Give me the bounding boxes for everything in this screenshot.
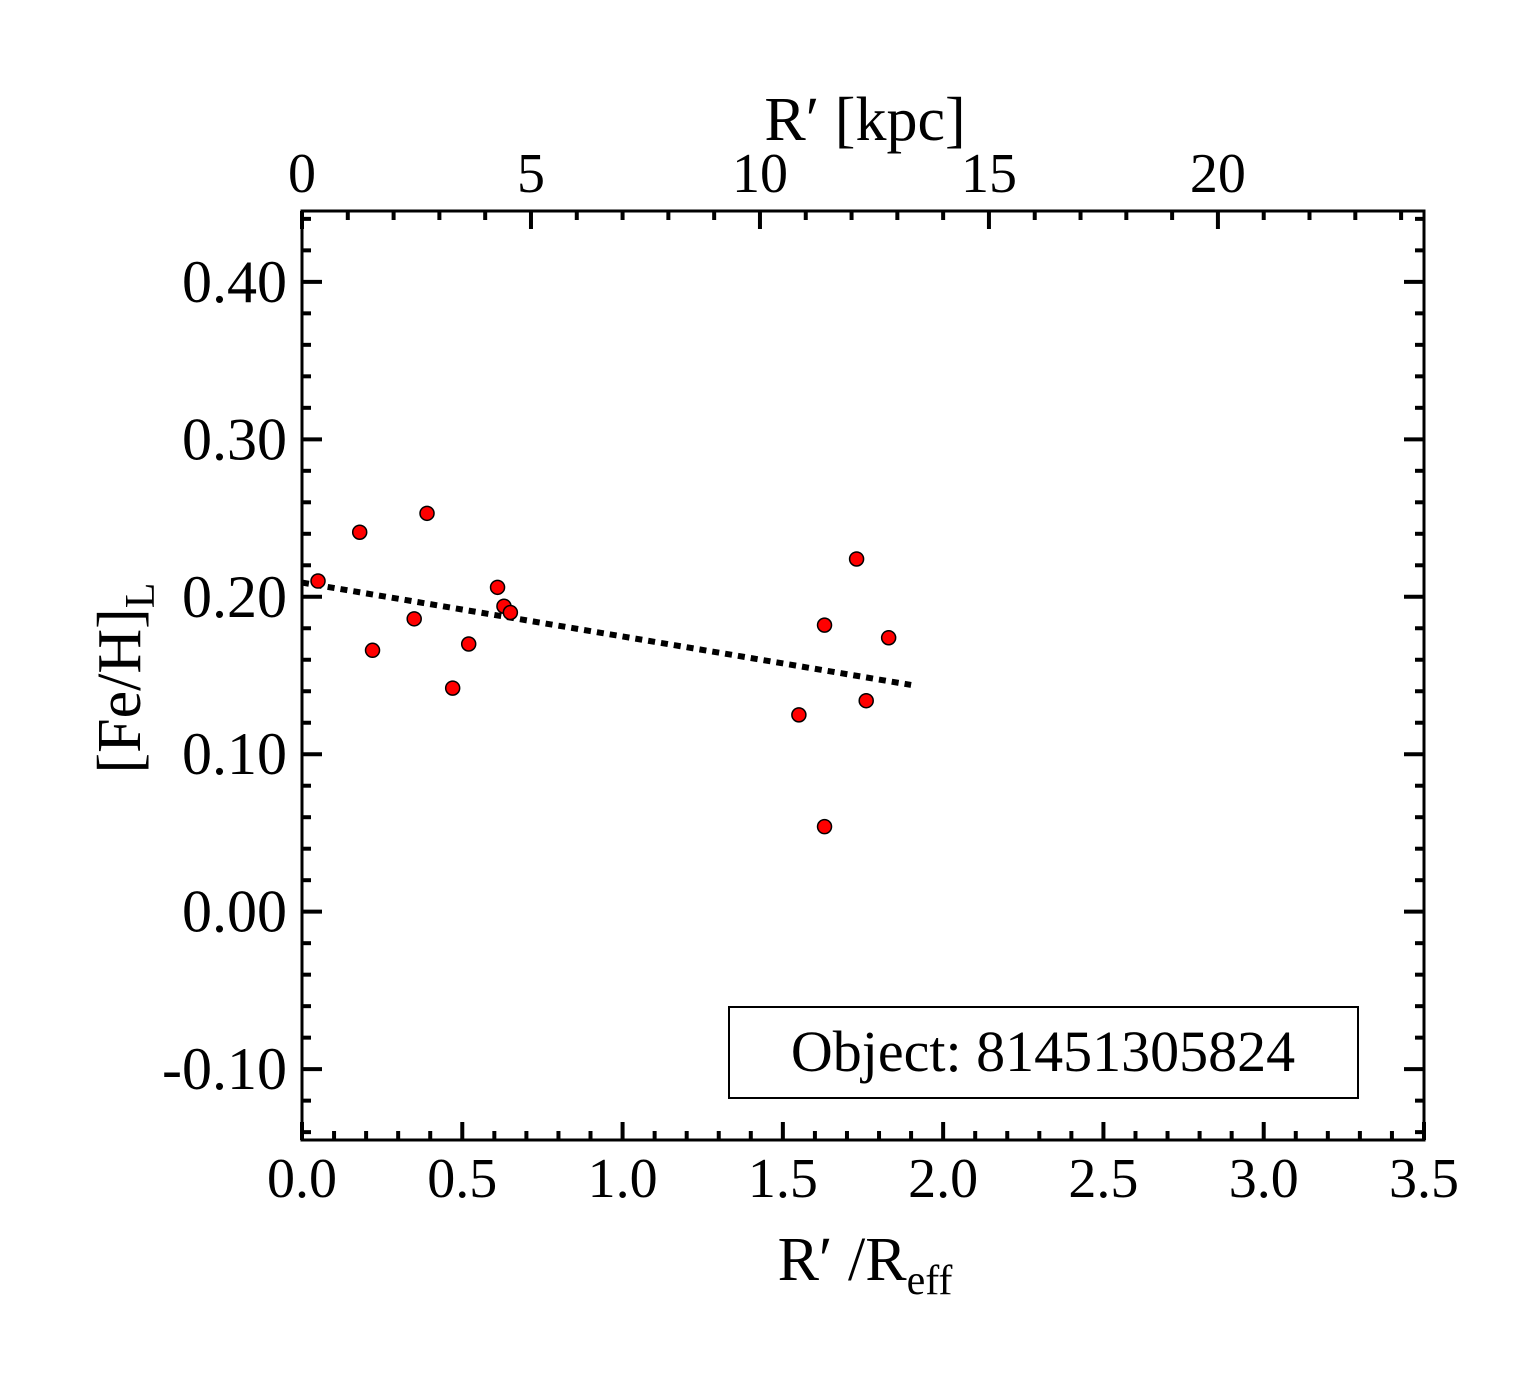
data-point <box>489 579 506 596</box>
y-tick-label: -0.10 <box>162 1036 287 1102</box>
y-tick-label: 0.40 <box>182 249 287 315</box>
y-tick-label: 0.20 <box>182 564 287 630</box>
x2-tick-label: 20 <box>1190 143 1246 205</box>
linear-fit-line <box>301 579 912 688</box>
x-tick-label: 1.0 <box>588 1148 658 1210</box>
axis-ticks <box>300 211 1426 1140</box>
y-tick-label: 0.10 <box>182 721 287 787</box>
data-point <box>444 680 461 696</box>
data-point <box>858 692 874 709</box>
data-point <box>791 707 807 723</box>
x2-tick-label: 0 <box>288 143 316 205</box>
data-point <box>419 505 435 522</box>
top-axis-title: R′ [kpc] <box>764 86 965 154</box>
x-tick-label: 1.5 <box>748 1148 818 1210</box>
x2-tick-label: 10 <box>732 143 788 205</box>
data-point <box>816 818 833 835</box>
x-tick-label: 2.5 <box>1068 1148 1138 1210</box>
x-tick-label: 0.5 <box>427 1148 497 1210</box>
data-point <box>310 573 326 589</box>
x-tick-label: 2.0 <box>908 1148 978 1210</box>
x-tick-label: 3.5 <box>1389 1148 1459 1210</box>
y-tick-label: 0.30 <box>182 406 287 472</box>
axis-tick-labels: 0.0 0.5 1.0 1.5 2.0 2.5 3.0 3.5 0 5 10 15 20 -0.10 0.0… <box>162 143 1459 1210</box>
x-tick-label: 0.0 <box>267 1148 337 1210</box>
legend-frame <box>728 1006 1359 1099</box>
legend-label: Object: 81451305824 <box>791 1019 1295 1084</box>
bottom-axis-title: R′ /Reff <box>778 1226 953 1304</box>
y-tick-label: 0.00 <box>182 879 287 945</box>
plot-frame <box>300 209 1426 1142</box>
y-axis-title: [Fe/H]L <box>86 583 164 774</box>
x2-tick-label: 5 <box>517 143 545 205</box>
data-point <box>816 617 833 633</box>
x-tick-label: 3.0 <box>1229 1148 1299 1210</box>
legend-box: Object: 81451305824 <box>728 1006 1359 1099</box>
data-point <box>406 611 422 627</box>
data-point <box>502 604 519 621</box>
data-point <box>880 629 897 646</box>
data-points <box>310 505 897 835</box>
data-point <box>848 551 865 567</box>
x2-tick-label: 15 <box>961 143 1017 205</box>
data-point <box>364 642 381 659</box>
data-point <box>460 636 477 652</box>
data-point <box>351 524 368 540</box>
